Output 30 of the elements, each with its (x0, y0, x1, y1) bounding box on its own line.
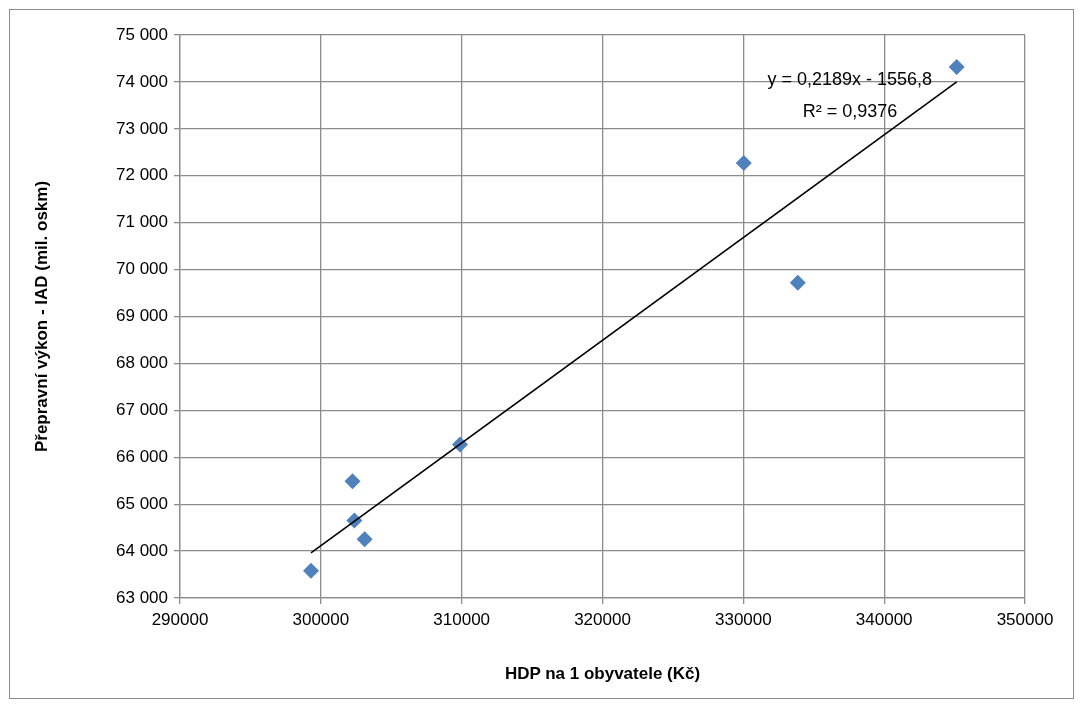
point (735, 155, 752, 172)
x-tick-label: 320000 (574, 609, 631, 629)
annotation: y = 0,2189x - 1556,8 (767, 68, 932, 89)
y-tick-label: 68 000 (116, 353, 168, 373)
y-tick-label: 67 000 (116, 400, 168, 420)
y-tick-label: 70 000 (116, 259, 168, 279)
x-tick-label: 330000 (714, 609, 772, 629)
y-tick-label: 74 000 (116, 71, 168, 91)
point (789, 274, 806, 291)
point (344, 473, 361, 490)
y-axis-title: Přepravní výkon - IAD (mil. oskm) (31, 180, 51, 453)
y-tick-label: 63 000 (116, 587, 168, 607)
point (356, 531, 373, 548)
x-tick-label: 340000 (855, 609, 913, 629)
y-tick-label: 69 000 (116, 306, 168, 326)
point (302, 562, 319, 579)
y-tick-label: 75 000 (116, 24, 168, 44)
y-tick-label: 72 000 (116, 165, 168, 185)
x-tick-label: 310000 (433, 609, 491, 629)
y-tick-label: 71 000 (116, 212, 168, 232)
y-tick-label: 66 000 (116, 446, 168, 466)
y-tick-label: 64 000 (116, 540, 168, 560)
x-tick-label: 300000 (292, 609, 350, 629)
x-tick-label: 290000 (151, 609, 209, 629)
point (948, 58, 965, 75)
x-axis-title: HDP na 1 obyvatele (Kč) (504, 664, 701, 684)
y-tick-label: 65 000 (116, 493, 168, 513)
annotation: R² = 0,9376 (802, 100, 898, 121)
y-tick-label: 73 000 (116, 118, 168, 138)
x-tick-label: 350000 (996, 609, 1054, 629)
